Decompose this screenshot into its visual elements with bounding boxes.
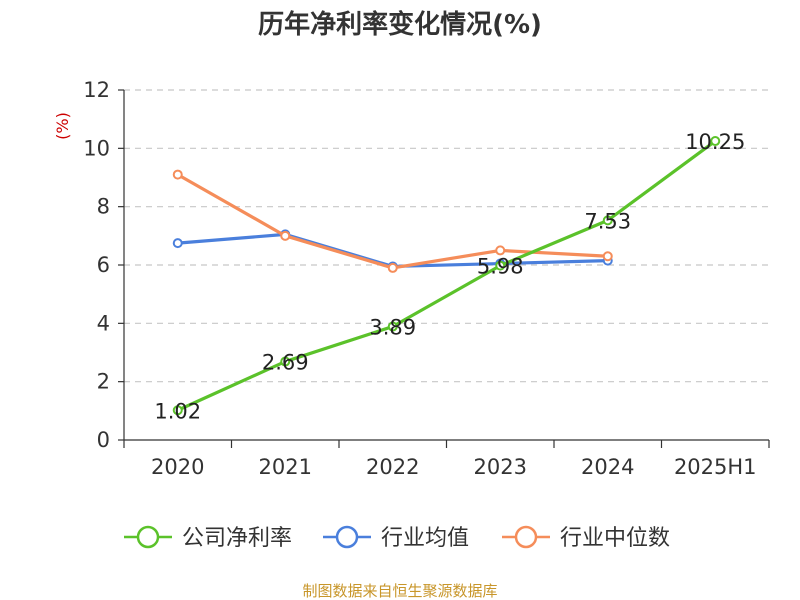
series-line [176, 172, 610, 270]
legend-item[interactable]: 行业中位数 [502, 525, 670, 551]
y-tick-label: 12 [83, 78, 110, 102]
y-tick-label: 4 [97, 311, 110, 335]
data-point [710, 136, 721, 147]
x-tick-label: 2025H1 [674, 455, 757, 479]
legend-item[interactable]: 公司净利率 [124, 525, 292, 551]
data-point [602, 251, 613, 262]
y-axis-unit-label: (%) [53, 112, 72, 140]
y-tick-label: 10 [83, 136, 110, 160]
legend-label: 公司净利率 [182, 526, 292, 551]
data-point [280, 230, 291, 241]
data-point [387, 262, 398, 273]
y-tick-label: 2 [97, 370, 110, 394]
legend-marker-icon [136, 525, 160, 549]
y-tick-label: 8 [97, 195, 110, 219]
y-tick-label: 6 [97, 253, 110, 277]
data-point [495, 260, 506, 271]
axes: 0 2 4 6 8 10 12 2020 2021 2022 2023 2024 2025H1 [83, 78, 770, 479]
source-note: 制图数据来自恒生聚源数据库 [302, 582, 497, 600]
x-tick-label: 2024 [581, 455, 634, 479]
legend-label: 行业中位数 [560, 526, 670, 551]
data-point [172, 238, 183, 249]
legend-marker-icon [335, 525, 359, 549]
data-label: 5.98 [477, 255, 524, 279]
series-line [176, 139, 717, 412]
data-point [172, 405, 183, 416]
series-lines [172, 136, 721, 416]
data-point [495, 245, 506, 256]
y-tick-label: 0 [97, 428, 110, 452]
legend-marker-icon [514, 525, 538, 549]
data-label: 10.25 [685, 130, 745, 154]
data-point [387, 321, 398, 332]
x-tick-label: 2023 [474, 455, 527, 479]
legend-label: 行业均值 [381, 526, 469, 551]
data-label: 2.69 [262, 351, 309, 375]
data-labels: 1.02 2.69 3.89 5.98 7.53 10.25 [154, 130, 745, 423]
data-label: 7.53 [584, 209, 631, 233]
legend-item[interactable]: 行业均值 [323, 525, 469, 551]
data-label: 3.89 [369, 316, 416, 340]
gridlines [124, 89, 769, 383]
x-tick-label: 2022 [366, 455, 419, 479]
legend: 公司净利率 行业均值 行业中位数 [124, 525, 670, 551]
data-point [602, 215, 613, 226]
data-label: 1.02 [154, 399, 201, 423]
chart-title: 历年净利率变化情况(%) [258, 9, 542, 40]
x-tick-label: 2021 [259, 455, 312, 479]
data-point [280, 356, 291, 367]
data-point [172, 169, 183, 180]
x-tick-label: 2020 [151, 455, 204, 479]
